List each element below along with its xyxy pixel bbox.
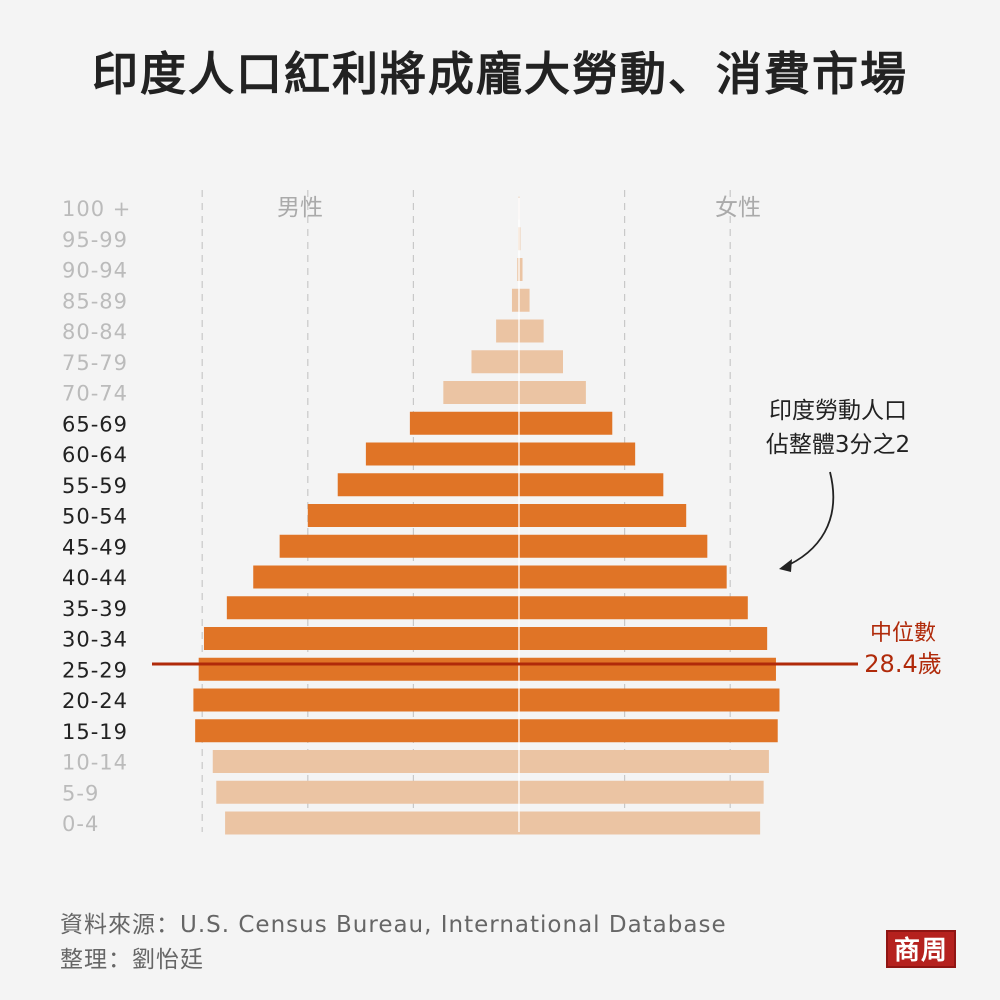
median-marker: 中位數 28.4歲 bbox=[152, 621, 942, 678]
bar-female-35-39 bbox=[519, 596, 748, 620]
bar-male-70-74 bbox=[443, 381, 519, 404]
bar-female-55-59 bbox=[519, 473, 664, 497]
legend-female: 女性 bbox=[715, 195, 761, 221]
age-label: 20-24 bbox=[62, 689, 128, 713]
source-note: 資料來源：U.S. Census Bureau, International D… bbox=[60, 912, 727, 938]
bar-male-45-49 bbox=[279, 534, 519, 558]
legend-male: 男性 bbox=[277, 195, 323, 221]
bar-female-65-69 bbox=[519, 411, 613, 435]
bar-female-45-49 bbox=[519, 534, 708, 558]
bar-male-50-54 bbox=[307, 504, 519, 527]
bar-male-15-19 bbox=[195, 719, 519, 743]
bar-male-90-94 bbox=[517, 258, 519, 281]
age-label: 75-79 bbox=[62, 351, 128, 375]
age-label: 10-14 bbox=[62, 751, 128, 775]
bar-female-20-24 bbox=[519, 688, 780, 712]
bar-female-80-84 bbox=[519, 319, 544, 343]
annotation-arrowhead bbox=[779, 559, 792, 572]
bar-female-85-89 bbox=[519, 288, 530, 312]
annotation-text: 印度勞動人口 bbox=[769, 398, 907, 424]
age-label: 95-99 bbox=[62, 228, 128, 252]
age-label: 35-39 bbox=[62, 597, 128, 621]
age-label: 15-19 bbox=[62, 720, 128, 744]
bar-male-30-34 bbox=[203, 627, 519, 650]
bar-female-5-9 bbox=[519, 780, 764, 804]
bar-female-10-14 bbox=[519, 750, 769, 773]
annotation-arrow bbox=[781, 471, 835, 569]
age-labels: 100 + 95-99 90-94 85-89 80-84 75-79 70-74 65-69… bbox=[62, 197, 131, 836]
age-label: 60-64 bbox=[62, 443, 128, 467]
bar-male-40-44 bbox=[253, 565, 520, 589]
age-label: 40-44 bbox=[62, 566, 128, 590]
bar-female-50-54 bbox=[519, 504, 687, 527]
bars bbox=[193, 196, 780, 835]
age-label: 5-9 bbox=[62, 781, 99, 805]
age-label: 100 + bbox=[62, 197, 131, 221]
age-label: 30-34 bbox=[62, 628, 128, 652]
chart-title: 印度人口紅利將成龐大勞動、消費市場 bbox=[92, 47, 908, 101]
bar-female-90-94 bbox=[519, 258, 523, 281]
bar-male-5-9 bbox=[216, 780, 519, 804]
median-value: 28.4歲 bbox=[864, 650, 941, 678]
bar-male-20-24 bbox=[193, 688, 519, 712]
age-label: 55-59 bbox=[62, 474, 128, 498]
age-label: 0-4 bbox=[62, 812, 99, 836]
bar-female-30-34 bbox=[519, 627, 768, 650]
bar-male-0-4 bbox=[225, 811, 519, 835]
bar-female-25-29 bbox=[519, 657, 776, 681]
bar-male-60-64 bbox=[365, 442, 519, 466]
annotation-text: 佔整體3分之2 bbox=[766, 432, 910, 458]
age-label: 80-84 bbox=[62, 320, 128, 344]
bar-female-60-64 bbox=[519, 442, 636, 466]
bar-female-40-44 bbox=[519, 565, 727, 589]
bar-male-35-39 bbox=[226, 596, 519, 620]
publisher-logo: 商周 bbox=[886, 930, 956, 968]
age-label: 45-49 bbox=[62, 535, 128, 559]
age-label: 50-54 bbox=[62, 505, 128, 529]
age-label: 25-29 bbox=[62, 658, 128, 682]
bar-male-25-29 bbox=[198, 657, 519, 681]
bar-male-10-14 bbox=[212, 750, 519, 773]
bar-male-55-59 bbox=[337, 473, 519, 497]
median-label: 中位數 bbox=[870, 621, 936, 646]
age-label: 65-69 bbox=[62, 412, 128, 436]
bar-female-75-79 bbox=[519, 350, 563, 374]
age-label: 90-94 bbox=[62, 259, 128, 283]
bar-female-15-19 bbox=[519, 719, 778, 743]
age-label: 70-74 bbox=[62, 382, 128, 406]
bar-male-85-89 bbox=[511, 288, 519, 312]
bar-male-75-79 bbox=[471, 350, 519, 374]
credit-note: 整理：劉怡廷 bbox=[60, 947, 204, 973]
bar-male-65-69 bbox=[409, 411, 519, 435]
bar-male-80-84 bbox=[496, 319, 519, 343]
age-label: 85-89 bbox=[62, 289, 128, 313]
bar-female-70-74 bbox=[519, 381, 586, 404]
bar-female-0-4 bbox=[519, 811, 761, 835]
